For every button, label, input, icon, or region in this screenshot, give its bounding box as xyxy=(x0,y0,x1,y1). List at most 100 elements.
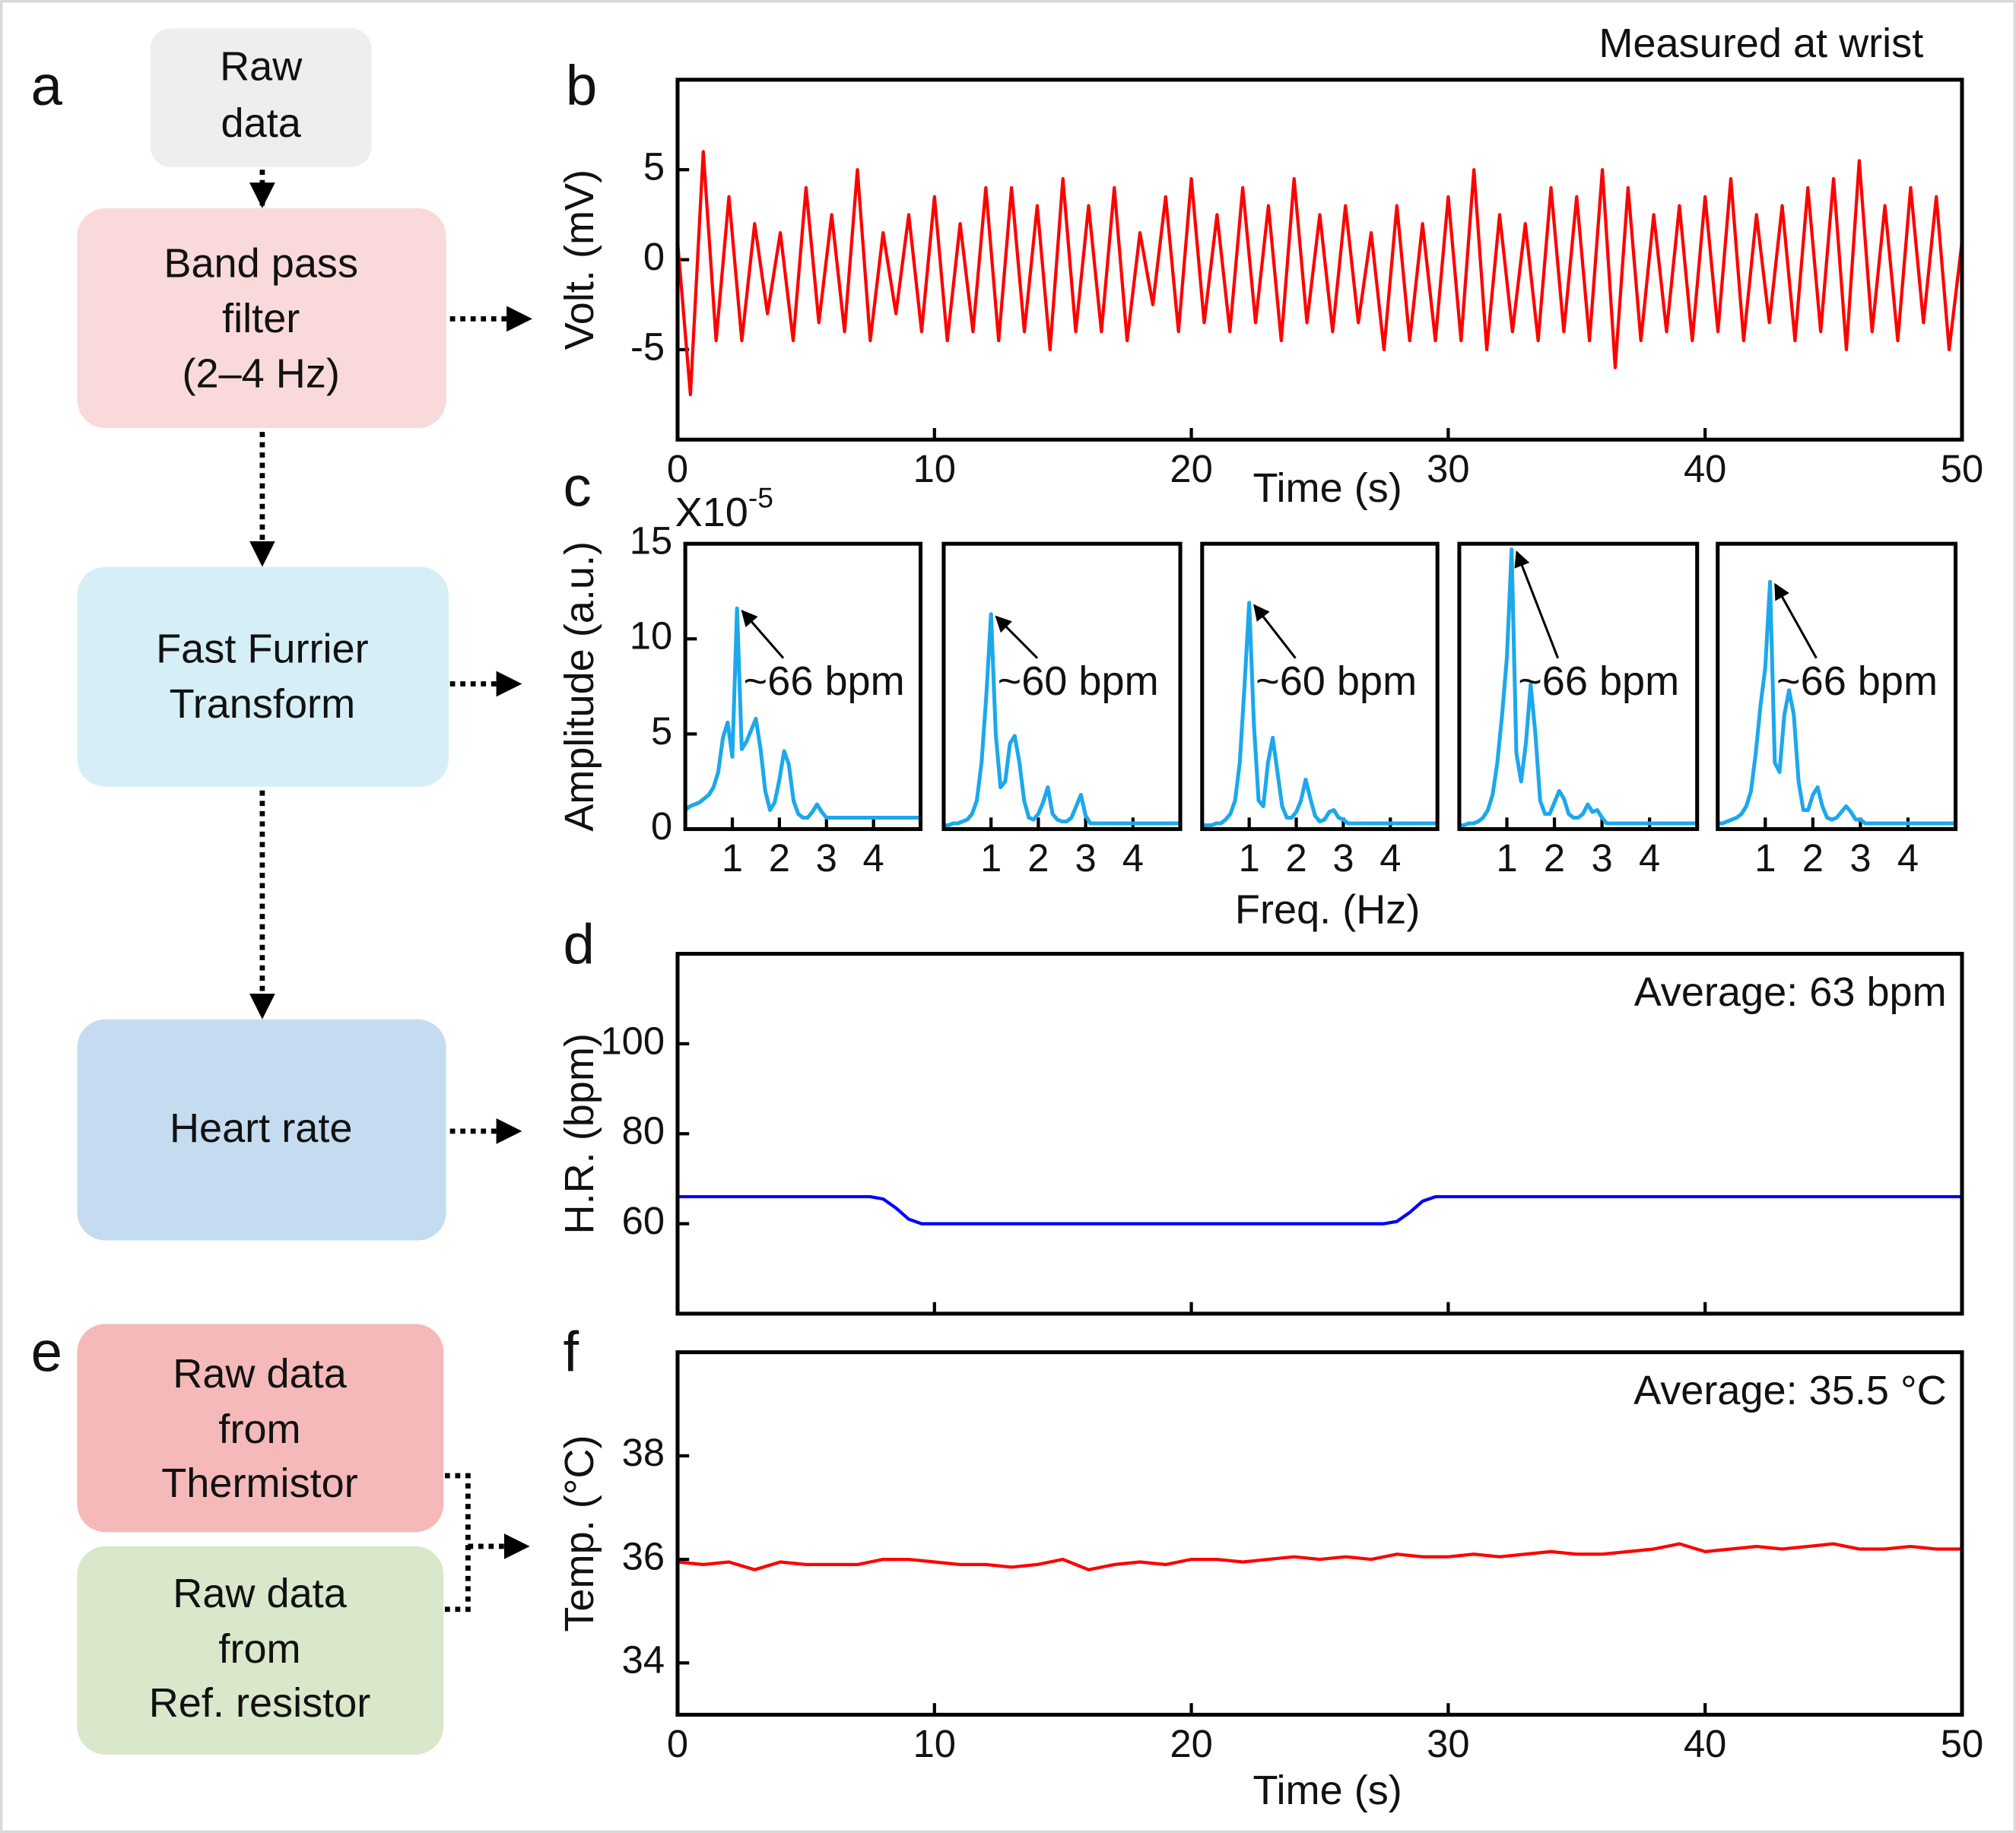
node-text: Fast Furrier xyxy=(156,626,369,672)
node-text: Transform xyxy=(170,681,355,727)
node-box xyxy=(77,1324,444,1533)
x-tick-label: 1 xyxy=(722,836,743,880)
x-axis-label: Freq. (Hz) xyxy=(1235,887,1420,933)
flow-node: Raw data from Ref. resistor xyxy=(77,1546,444,1755)
annotation-arrow xyxy=(995,615,1039,659)
annotation: ~66 bpm xyxy=(744,658,905,704)
plot-frame xyxy=(1716,541,1958,832)
y-tick-label: -5 xyxy=(630,325,665,368)
x-tick-label: 2 xyxy=(1027,836,1049,880)
plot-frame xyxy=(675,951,1964,1316)
x-tick-label: 3 xyxy=(1332,836,1354,880)
x-tick-label: 40 xyxy=(1684,1722,1726,1765)
y-tick-label: 80 xyxy=(622,1109,665,1153)
flow-node: Band pass filter (2–4 Hz) xyxy=(77,208,446,429)
y-tick-label: 100 xyxy=(600,1019,665,1062)
y-tick-label: 36 xyxy=(622,1534,665,1578)
x-tick-label: 3 xyxy=(816,836,837,880)
x-tick-label: 0 xyxy=(667,1722,688,1765)
x-tick-label: 20 xyxy=(1170,447,1212,490)
data-line xyxy=(675,150,1964,397)
y-axis-label: Volt. (mV) xyxy=(557,170,602,350)
x-tick-label: 2 xyxy=(1544,836,1565,880)
x-axis-label: Time (s) xyxy=(1252,465,1402,511)
flow-node: Fast Furrier Transform xyxy=(77,566,449,787)
panel-label: f xyxy=(564,1320,579,1383)
annotation-arrow xyxy=(1514,550,1560,659)
x-tick-label: 1 xyxy=(1239,836,1260,880)
y-tick-label: 38 xyxy=(622,1431,665,1474)
node-text: Raw data xyxy=(173,1351,347,1397)
node-box xyxy=(77,208,446,429)
flow-node: Raw data from Thermistor xyxy=(77,1324,444,1533)
data-line xyxy=(1202,601,1438,828)
annotation: ~60 bpm xyxy=(998,658,1159,704)
x-tick-label: 10 xyxy=(913,1722,956,1765)
node-box xyxy=(77,1019,446,1241)
plot-frame xyxy=(1200,541,1440,832)
data-line xyxy=(684,606,921,820)
node-text: data xyxy=(221,100,302,146)
x-axis-label: Time (s) xyxy=(1252,1768,1402,1813)
x-tick-label: 40 xyxy=(1684,447,1726,490)
y-tick-label: 10 xyxy=(630,614,672,658)
plot-frame xyxy=(1457,541,1700,832)
data-line xyxy=(1459,547,1697,828)
y-axis-label: Amplitude (a.u.) xyxy=(557,541,602,832)
data-line xyxy=(677,1194,1962,1226)
x-tick-label: 4 xyxy=(1639,836,1660,880)
node-text: (2–4 Hz) xyxy=(182,351,339,397)
node-text: Raw data xyxy=(173,1571,347,1616)
x-tick-label: 2 xyxy=(1802,836,1824,880)
annotation: ~66 bpm xyxy=(1776,658,1938,704)
node-box xyxy=(77,566,449,787)
x-tick-label: 2 xyxy=(769,836,790,880)
data-line xyxy=(943,612,1181,828)
y-tick-label: 5 xyxy=(651,709,672,753)
x-tick-label: 4 xyxy=(1379,836,1401,880)
plot-frame xyxy=(683,541,923,832)
annotation-arrow xyxy=(741,610,785,659)
x-tick-label: 1 xyxy=(980,836,1002,880)
x-tick-label: 4 xyxy=(863,836,884,880)
panel-label: b xyxy=(566,54,597,117)
x-tick-label: 3 xyxy=(1075,836,1097,880)
data-line xyxy=(1717,579,1956,826)
y-tick-label: 34 xyxy=(622,1638,665,1682)
node-text: from xyxy=(218,1626,300,1672)
node-text: from xyxy=(218,1406,300,1452)
y-tick-label: 0 xyxy=(651,804,672,848)
node-box xyxy=(77,1546,444,1755)
node-text: Heart rate xyxy=(170,1105,353,1151)
annotation: ~66 bpm xyxy=(1518,658,1679,704)
annotation: ~60 bpm xyxy=(1256,658,1417,704)
plot-frame xyxy=(675,78,1964,442)
y-axis-label: H.R. (bpm) xyxy=(557,1033,602,1234)
x-tick-label: 20 xyxy=(1170,1722,1212,1765)
annotation-arrow xyxy=(1774,582,1818,659)
y-axis-label: Temp. (°C) xyxy=(557,1435,602,1632)
plot-frame xyxy=(941,541,1183,832)
x-tick-label: 3 xyxy=(1849,836,1871,880)
y-multiplier-base: X10 xyxy=(675,490,748,535)
y-tick-label: 0 xyxy=(643,235,665,278)
x-tick-label: 30 xyxy=(1427,447,1469,490)
panel-label: a xyxy=(31,54,63,117)
panel-label: c xyxy=(564,455,592,519)
y-multiplier: X10-5 xyxy=(675,482,773,536)
x-tick-label: 4 xyxy=(1122,836,1144,880)
x-tick-label: 4 xyxy=(1897,836,1919,880)
x-tick-label: 2 xyxy=(1285,836,1306,880)
node-text: Band pass xyxy=(164,240,358,286)
data-line xyxy=(677,1542,1962,1571)
node-text: Ref. resistor xyxy=(149,1680,371,1726)
flow-node: Heart rate xyxy=(77,1019,446,1241)
x-tick-label: 1 xyxy=(1496,836,1517,880)
x-tick-label: 50 xyxy=(1941,1722,1983,1765)
panel-label: e xyxy=(31,1320,62,1383)
plot-frame xyxy=(675,1350,1964,1717)
flow-node: Raw data xyxy=(150,28,372,167)
y-multiplier-exponent: -5 xyxy=(748,482,773,514)
